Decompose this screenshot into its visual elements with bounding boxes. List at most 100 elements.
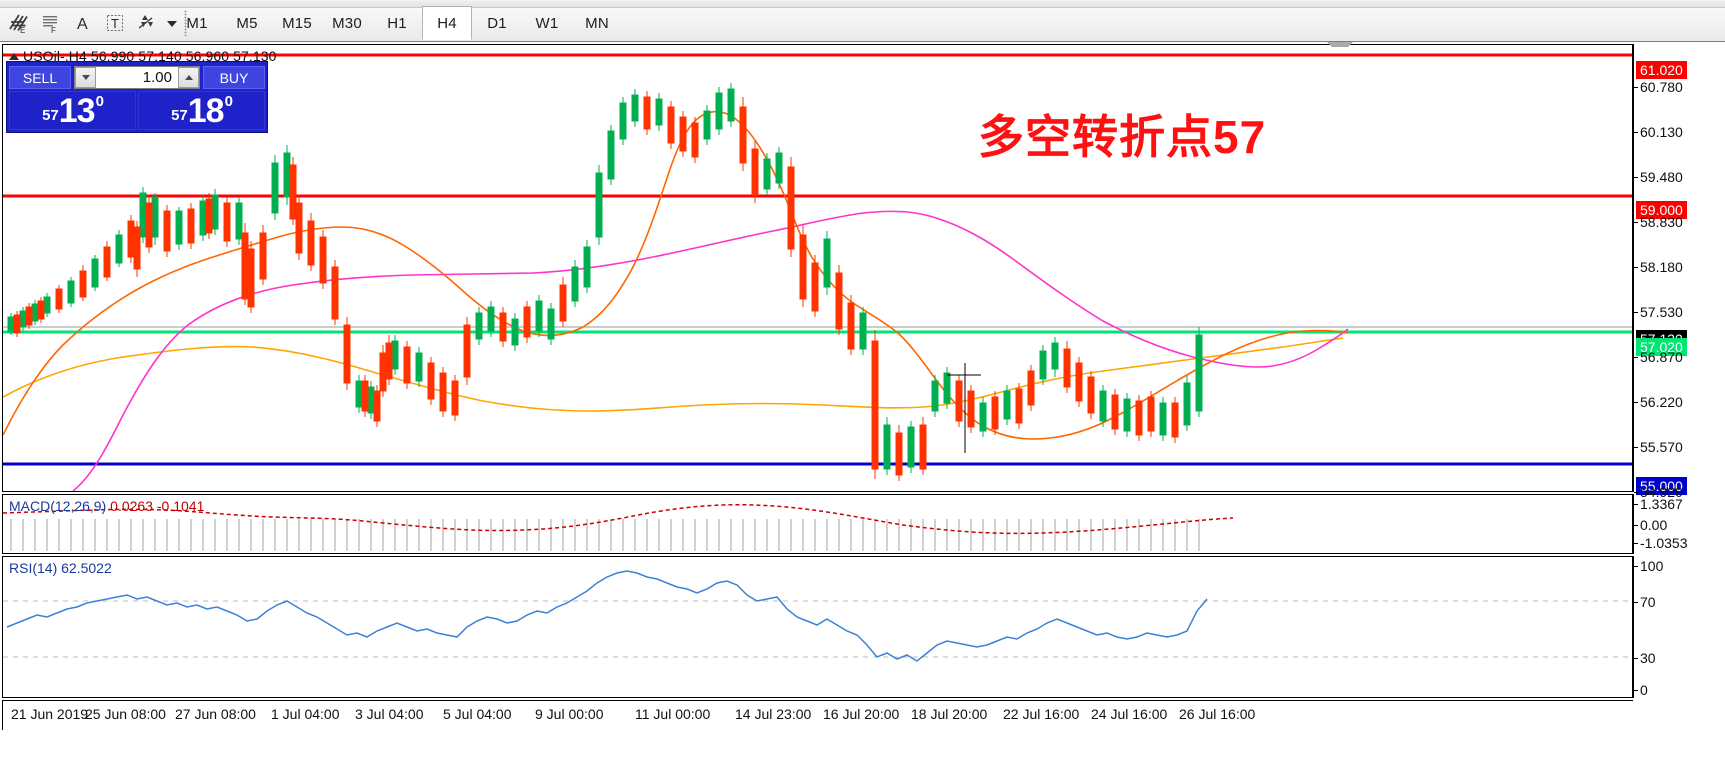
macd-canvas [3,495,1632,553]
symbol-header-text: USOil-,H4 56.990 57.140 56.960 57.130 [23,48,277,64]
volume-increase-button[interactable] [178,67,199,88]
price-tick [1634,311,1638,313]
one-click-trading-panel[interactable]: SELL 1.00 BUY 57 13 0 57 18 0 [6,61,268,133]
timeframe-m1[interactable]: M1 [186,14,208,32]
price-scale[interactable]: 61.020 60.780 60.130 59.480 59.000 58.830 58.1… [1633,44,1725,500]
toolbar-top-strip [0,0,1725,8]
time-label-12: 24 Jul 16:00 [1091,706,1168,722]
rsi-svg [3,570,1632,662]
timeframe-h1[interactable]: H1 [387,14,407,32]
buy-price-display[interactable]: 57 18 0 [138,91,265,130]
buy-price-pips: 18 [187,92,225,130]
timeframe-h4[interactable]: H4 [422,6,472,40]
rsi-line [6,570,1208,662]
price-label-58830: 58.830 [1640,213,1683,230]
price-label-highlight-59000: 59.000 [1636,200,1687,219]
timeframe-mn[interactable]: MN [585,14,609,32]
rsi-scale[interactable]: 100 70 30 0 [1633,556,1725,698]
time-label-11: 22 Jul 16:00 [1003,706,1080,722]
timeframe-w1[interactable]: W1 [535,14,559,32]
price-tick [1634,402,1638,404]
text-icon[interactable]: A [68,9,98,37]
volume-stepper[interactable]: 1.00 [74,66,200,89]
time-label-8: 14 Jul 23:00 [735,706,812,722]
volume-decrease-button[interactable] [75,67,96,88]
rsi-tick [1634,602,1638,603]
rsi-indicator-label: RSI(14) 62.5022 [9,560,112,576]
svg-text:E: E [20,26,25,34]
rsi-canvas [3,557,1632,697]
volume-input[interactable]: 1.00 [96,67,178,88]
price-label-60130: 60.130 [1640,123,1683,140]
crosshair-cursor [947,363,981,453]
svg-text:T: T [111,16,119,31]
time-label-5: 5 Jul 04:00 [443,706,512,722]
chart-area: USOil-,H4 56.990 57.140 56.960 57.130 多空… [0,41,1725,757]
buy-button[interactable]: BUY [203,66,265,89]
sell-price-fraction: 0 [95,93,104,110]
sell-price-pips: 13 [58,92,96,130]
price-label-highlight-55000: 55.000 [1636,477,1687,496]
price-label-56870: 56.870 [1640,349,1683,366]
macd-tick [1634,525,1638,526]
rsi-label-text: RSI(14) [9,560,58,576]
ma-slow-line [3,337,1344,412]
price-tick [1634,221,1638,223]
caret-down-icon [81,75,90,80]
price-label-59480: 59.480 [1640,168,1683,185]
price-label-55570: 55.570 [1640,439,1683,456]
svg-text:A: A [77,16,88,33]
rsi-tick [1634,566,1638,567]
timeframe-m15[interactable]: M15 [282,14,312,32]
time-label-6: 9 Jul 00:00 [535,706,604,722]
ma-fast-line [3,110,1349,440]
rsi-value: 62.5022 [61,560,112,576]
symbol-header: USOil-,H4 56.990 57.140 56.960 57.130 [9,48,277,64]
buy-price-big-figure: 57 [171,107,188,124]
price-label-58180: 58.180 [1640,258,1683,275]
price-tick [1634,176,1638,178]
rsi-pane[interactable]: RSI(14) 62.5022 [2,556,1633,698]
objects-icon[interactable] [132,9,162,37]
timeframe-m5[interactable]: M5 [236,14,258,32]
price-label-57530: 57.530 [1640,303,1683,320]
price-svg [3,53,1632,491]
time-label-13: 26 Jul 16:00 [1179,706,1256,722]
toolbar-drag-handle[interactable] [184,10,187,36]
price-label-54920: 54.920 [1640,484,1683,500]
trade-panel-prices: 57 13 0 57 18 0 [7,91,267,132]
time-label-10: 18 Jul 20:00 [911,706,988,722]
macd-pane[interactable]: MACD(12,26,9) 0.0263 -0.1041 [2,494,1633,554]
price-tick [1634,266,1638,268]
chart-annotation-text: 多空转折点57 [978,111,1267,163]
sell-price-display[interactable]: 57 13 0 [9,91,136,130]
macd-scale-label-2: -1.0353 [1640,535,1688,551]
time-label-7: 11 Jul 00:00 [635,706,711,722]
time-label-4: 3 Jul 04:00 [355,706,424,722]
text-label-icon[interactable]: T [100,9,130,37]
time-label-9: 16 Jul 20:00 [823,706,900,722]
price-label-56220: 56.220 [1640,394,1683,411]
macd-svg [3,504,1234,551]
time-label-3: 1 Jul 04:00 [271,706,340,722]
indicators-icon[interactable]: E [4,9,34,37]
sell-button[interactable]: SELL [9,66,71,89]
macd-scale[interactable]: 1.3367 0.00 -1.0353 [1633,494,1725,554]
chart-scroll-nub[interactable] [1327,42,1353,53]
price-label-highlight-57020: 57.020 [1636,337,1687,356]
collapse-triangle-icon[interactable] [9,53,19,60]
grid-icon[interactable]: F [36,9,66,37]
price-label-highlight-61020: 61.020 [1636,61,1687,80]
price-tick [1634,86,1638,88]
price-canvas [3,45,1632,491]
macd-tick [1634,504,1638,505]
timeframe-m30[interactable]: M30 [332,14,362,32]
toolbar: E F A T [0,0,1725,42]
rsi-scale-label-0: 0 [1640,682,1648,698]
timeframe-d1[interactable]: D1 [487,14,507,32]
dropdown-arrow-icon[interactable] [164,9,180,37]
time-scale[interactable]: 21 Jun 2019 25 Jun 08:00 27 Jun 08:00 1 Jul… [2,700,1633,730]
candlestick-series [7,83,1203,481]
price-pane[interactable]: USOil-,H4 56.990 57.140 56.960 57.130 多空… [2,44,1633,492]
price-tick [1634,357,1638,359]
